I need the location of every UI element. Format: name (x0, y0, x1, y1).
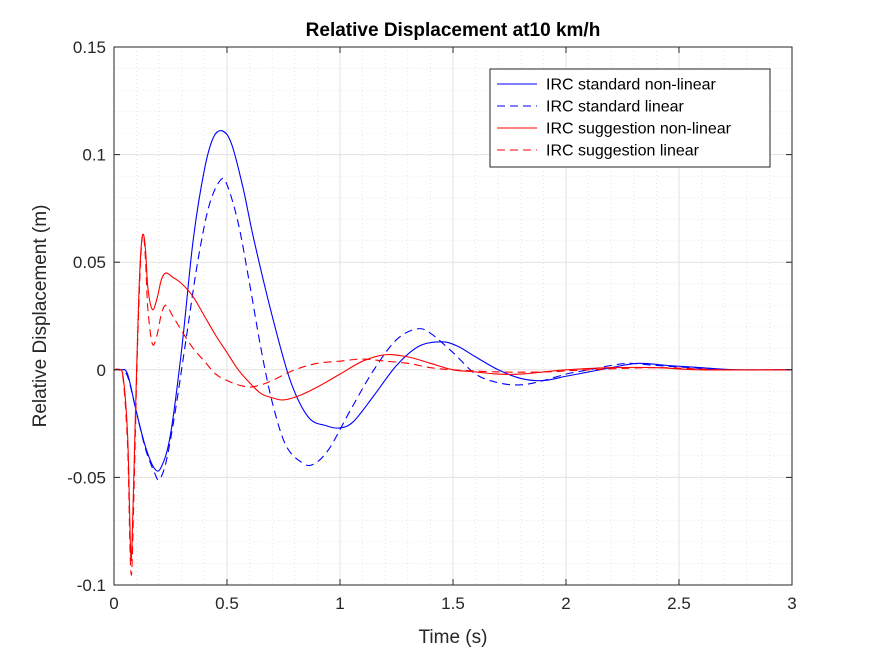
y-tick-label: -0.1 (77, 576, 106, 595)
x-tick-label: 0 (109, 594, 118, 613)
y-axis-label: Relative Displacement (m) (30, 205, 51, 428)
tick-marks (113, 46, 793, 586)
legend: IRC standard non-linear IRC standard line… (489, 68, 771, 168)
x-tick-label: 1 (335, 594, 344, 613)
x-tick-label: 1.5 (441, 594, 465, 613)
series-line-2 (114, 177, 792, 481)
series-line-1 (114, 130, 792, 472)
y-tick-label: 0.15 (73, 38, 106, 57)
y-tick-labels: -0.1 -0.05 0 0.05 0.1 0.15 (67, 38, 106, 595)
legend-label-1: IRC standard non-linear (546, 77, 717, 94)
legend-label-4: IRC suggestion linear (546, 143, 700, 160)
legend-label-3: IRC suggestion non-linear (546, 121, 732, 138)
x-tick-label: 2 (561, 594, 570, 613)
x-tick-label: 2.5 (667, 594, 691, 613)
y-tick-label: 0 (97, 361, 106, 380)
legend-box (489, 68, 771, 168)
y-tick-label: -0.05 (67, 468, 106, 487)
chart-title: Relative Displacement at10 km/h (306, 20, 601, 41)
x-axis-label: Time (s) (419, 627, 488, 648)
x-tick-label: 0.5 (215, 594, 239, 613)
y-tick-label: 0.1 (82, 146, 106, 165)
legend-label-2: IRC standard linear (546, 99, 685, 116)
x-tick-labels: 0 0.5 1 1.5 2 2.5 3 (109, 594, 796, 613)
x-tick-label: 3 (787, 594, 796, 613)
series-line-4 (114, 233, 792, 576)
series-layer (114, 130, 792, 576)
y-tick-label: 0.05 (73, 253, 106, 272)
